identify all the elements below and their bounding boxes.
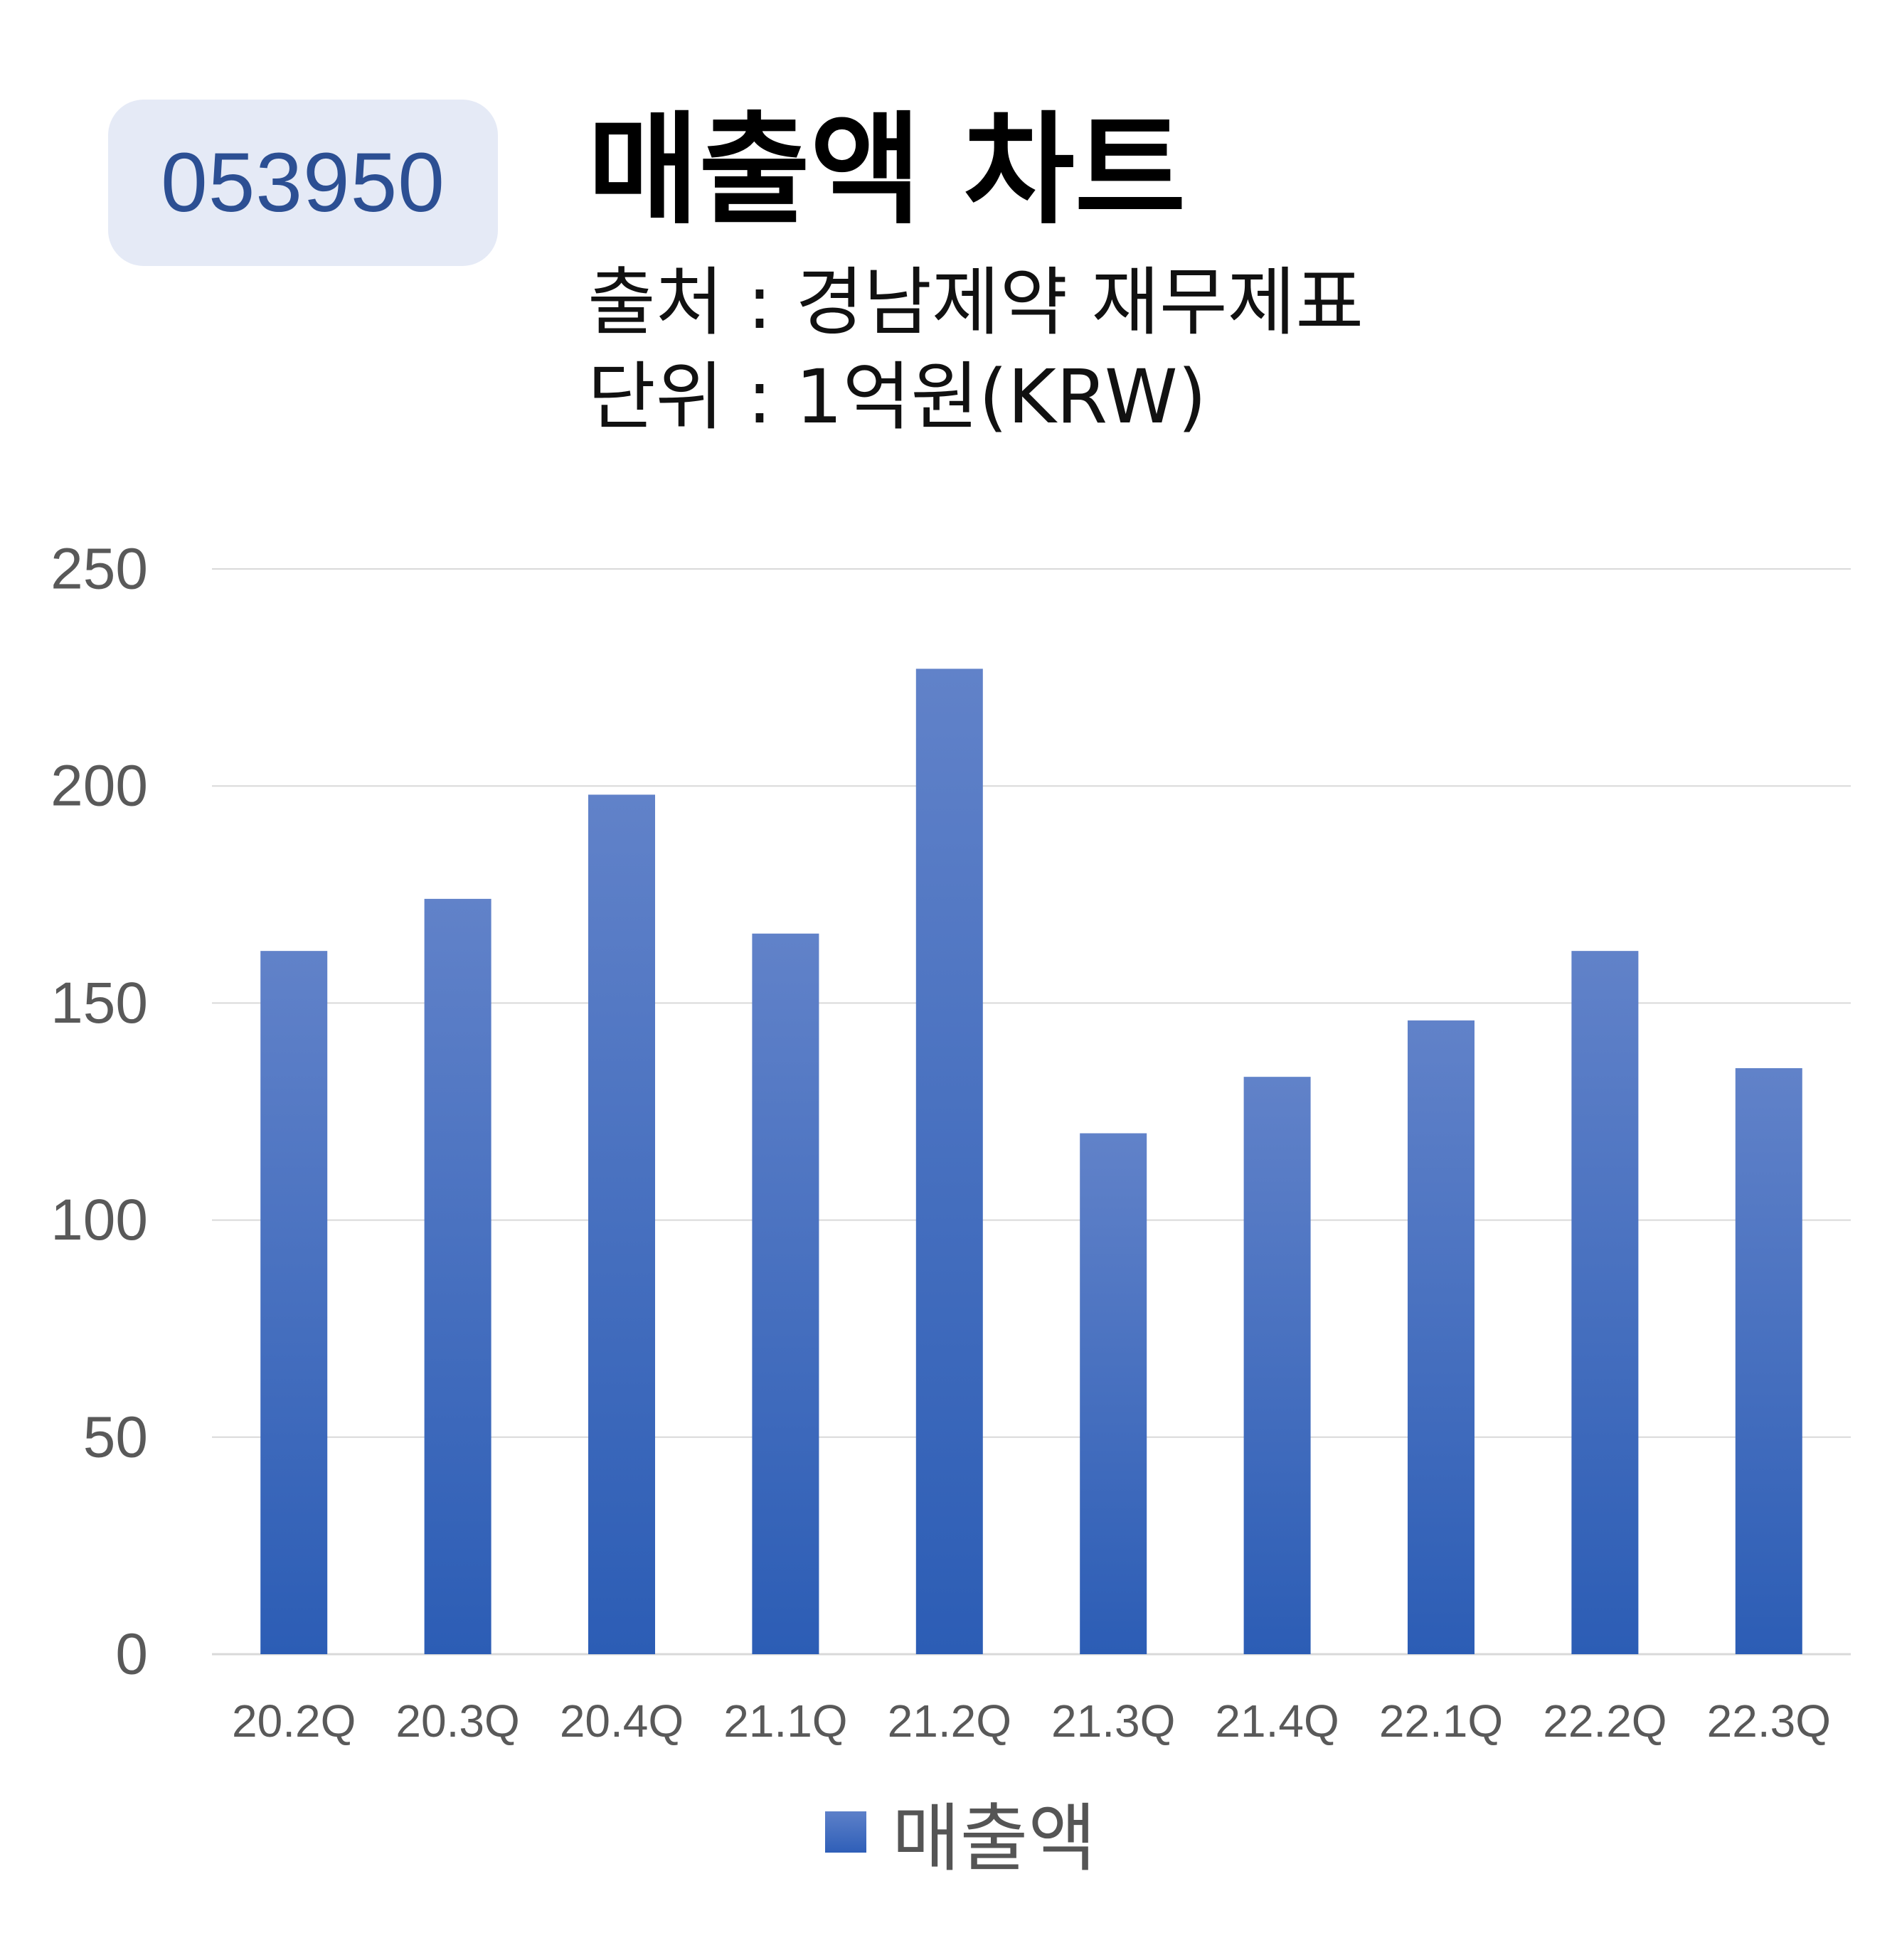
x-tick-label: 20.2Q [232, 1695, 356, 1747]
x-tick-label: 22.3Q [1707, 1695, 1831, 1747]
x-tick-label: 20.3Q [395, 1695, 519, 1747]
y-tick-label: 200 [51, 754, 148, 819]
x-tick-label: 20.4Q [560, 1695, 684, 1747]
stock-code: 053950 [161, 136, 445, 230]
bar-22.3Q [1735, 1067, 1802, 1654]
x-tick-label: 21.3Q [1051, 1695, 1175, 1747]
bar-22.1Q [1408, 1020, 1474, 1654]
legend-swatch [825, 1811, 866, 1853]
bar-21.2Q [915, 669, 983, 1654]
bar-21.4Q [1243, 1077, 1311, 1654]
bar-21.1Q [752, 933, 819, 1654]
x-tick-label: 21.2Q [888, 1695, 1011, 1747]
bar-20.3Q [424, 898, 491, 1654]
chart-title: 매출액 차트 [588, 100, 1186, 241]
stock-code-badge: 053950 [108, 100, 498, 266]
x-tick-label: 21.4Q [1215, 1695, 1339, 1747]
bar-21.3Q [1080, 1133, 1147, 1654]
bar-20.4Q [588, 794, 655, 1654]
bar-20.2Q [260, 951, 328, 1654]
bar-22.2Q [1571, 951, 1639, 1654]
x-tick-label: 22.2Q [1543, 1695, 1667, 1747]
source-label: 출처 : 경남제약 재무제표 [588, 259, 1364, 346]
y-tick-label: 50 [83, 1405, 148, 1469]
y-tick-label: 100 [51, 1188, 148, 1252]
x-axis-ticks: 20.2Q 20.3Q 20.4Q 21.1Q 21.2Q 21.3Q 21.4Q 22.1Q… [232, 1695, 1831, 1747]
legend: 매출액 [825, 1778, 1096, 1885]
bars [260, 669, 1802, 1654]
unit-label: 단위 : 1억원(KRW) [588, 353, 1207, 440]
y-tick-label: 250 [51, 537, 148, 602]
legend-label: 매출액 [892, 1795, 1097, 1882]
x-tick-label: 21.1Q [723, 1695, 847, 1747]
y-axis-ticks: 0 50 100 150 200 250 [51, 537, 148, 1687]
y-tick-label: 0 [115, 1622, 148, 1687]
y-tick-label: 150 [51, 971, 148, 1035]
x-tick-label: 22.1Q [1379, 1695, 1503, 1747]
